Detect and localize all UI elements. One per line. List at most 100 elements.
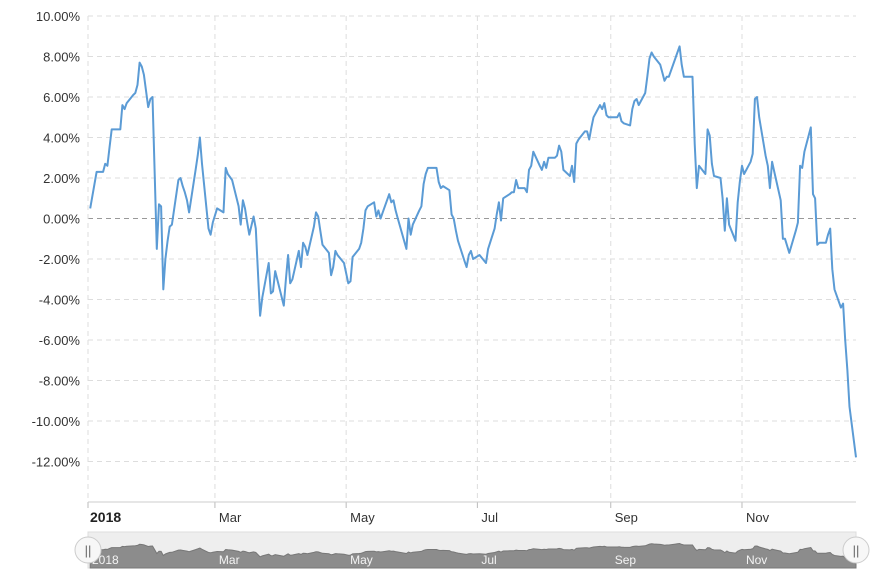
data-point: [615, 115, 619, 119]
data-point: [226, 172, 230, 176]
data-point: [738, 180, 742, 184]
data-point: [469, 249, 473, 253]
data-point: [387, 192, 391, 196]
data-point: [465, 265, 469, 269]
data-point: [501, 196, 505, 200]
data-point: [394, 208, 398, 212]
navigator-handle-left[interactable]: ||: [74, 536, 102, 564]
data-point: [514, 178, 518, 182]
data-point: [542, 160, 546, 164]
data-point: [426, 166, 430, 170]
data-point: [364, 208, 368, 212]
data-point: [166, 239, 170, 243]
y-tick-label: 4.00%: [43, 131, 80, 146]
data-point: [260, 296, 264, 300]
data-point: [826, 233, 830, 237]
y-axis: 10.00% 8.00% 6.00% 4.00% 2.00% 0.00% -2.00% -4.…: [32, 9, 81, 470]
data-point: [336, 253, 340, 257]
data-point: [600, 107, 604, 111]
data-point: [561, 168, 565, 172]
data-point: [800, 166, 804, 170]
data-point: [303, 245, 307, 249]
data-point: [742, 172, 746, 176]
data-point: [361, 227, 365, 231]
data-point: [617, 111, 621, 115]
data-point: [772, 170, 776, 174]
data-point: [271, 289, 275, 293]
data-point: [123, 107, 127, 111]
data-point: [349, 279, 353, 283]
data-point: [258, 314, 262, 318]
data-point: [546, 156, 550, 160]
data-point: [667, 75, 671, 79]
data-point: [133, 91, 137, 95]
y-tick-label: -6.00%: [39, 333, 81, 348]
data-point: [643, 91, 647, 95]
navigator-handle-right[interactable]: ||: [842, 536, 870, 564]
data-point: [301, 241, 305, 245]
data-point: [736, 200, 740, 204]
data-point: [108, 146, 112, 150]
data-point: [379, 217, 383, 221]
data-point: [396, 217, 400, 221]
data-point: [424, 172, 428, 176]
data-point: [622, 121, 626, 125]
data-point: [499, 219, 503, 223]
data-point: [734, 239, 738, 243]
data-point: [525, 190, 529, 194]
data-point: [247, 233, 251, 237]
handle-knob[interactable]: [842, 536, 870, 564]
data-point: [703, 172, 707, 176]
data-point: [351, 255, 355, 259]
data-point: [557, 144, 561, 148]
data-point: [372, 200, 376, 204]
data-point: [660, 71, 664, 75]
data-point: [628, 123, 632, 127]
data-point: [585, 129, 589, 133]
data-point: [161, 287, 165, 291]
data-point: [559, 150, 563, 154]
data-point: [809, 125, 813, 129]
data-point: [297, 249, 301, 253]
data-point: [407, 217, 411, 221]
y-tick-label: 10.00%: [36, 9, 81, 24]
data-point: [138, 61, 142, 65]
data-point: [441, 184, 445, 188]
data-point: [185, 198, 189, 202]
data-point: [712, 174, 716, 178]
data-point: [419, 204, 423, 208]
data-point: [813, 196, 817, 200]
data-point: [243, 206, 247, 210]
data-point: [645, 75, 649, 79]
data-point: [493, 227, 497, 231]
data-point: [409, 233, 413, 237]
data-point: [673, 57, 677, 61]
data-point: [215, 206, 219, 210]
data-point: [140, 65, 144, 69]
data-point: [695, 186, 699, 190]
data-point: [574, 142, 578, 146]
data-point: [321, 243, 325, 247]
navigator-label: May: [350, 553, 373, 567]
data-point: [288, 281, 292, 285]
data-point: [839, 306, 843, 310]
data-point: [155, 247, 159, 251]
data-point: [568, 174, 572, 178]
x-tick-label: 2018: [90, 509, 121, 525]
data-point: [796, 221, 800, 225]
data-point: [794, 229, 798, 233]
handle-knob[interactable]: [74, 536, 102, 564]
data-point: [495, 213, 499, 217]
data-point: [706, 127, 710, 131]
data-point: [136, 83, 140, 87]
data-point: [708, 134, 712, 138]
data-point: [284, 277, 288, 281]
data-point: [224, 166, 228, 170]
data-point: [329, 273, 333, 277]
data-point: [817, 241, 821, 245]
data-point: [843, 338, 847, 342]
data-point: [630, 107, 634, 111]
data-point: [779, 198, 783, 202]
data-point: [331, 265, 335, 269]
range-navigator[interactable]: 2018 Mar May Jul Sep Nov|| ||: [74, 531, 870, 569]
